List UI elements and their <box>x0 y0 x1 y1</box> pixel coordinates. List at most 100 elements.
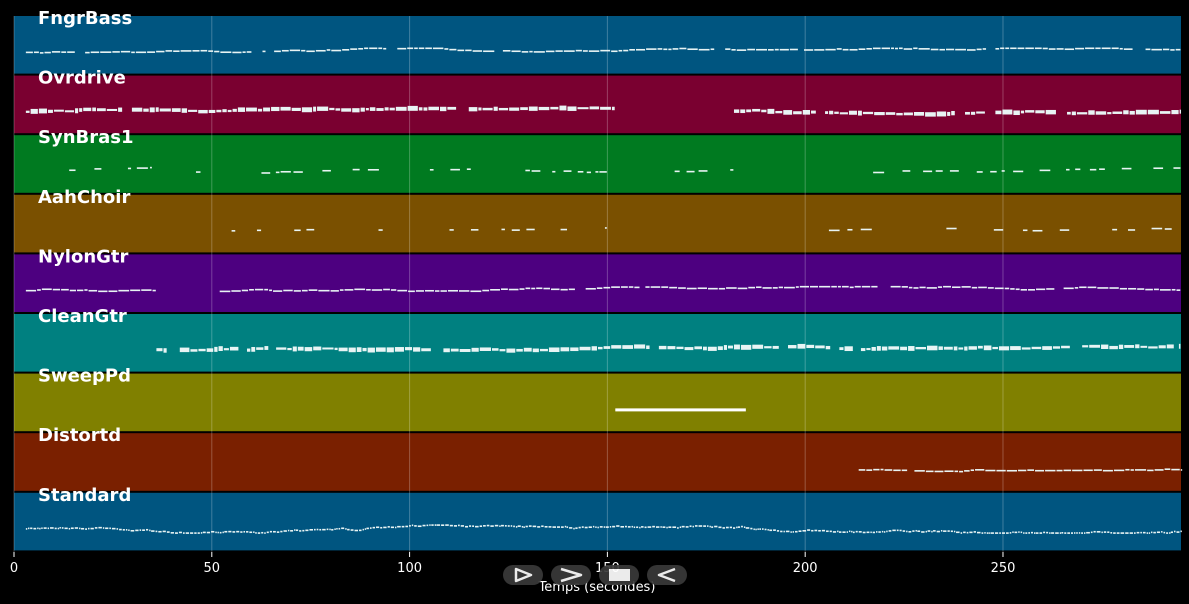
note <box>156 348 163 352</box>
note <box>581 526 584 528</box>
note <box>316 528 319 531</box>
note <box>733 527 736 529</box>
note <box>612 525 616 528</box>
note <box>414 525 417 527</box>
note <box>1028 289 1036 291</box>
note <box>1021 347 1031 350</box>
note <box>128 529 130 532</box>
note <box>839 112 848 115</box>
x-tick-label: 50 <box>204 561 221 576</box>
note <box>1031 346 1042 350</box>
note <box>1154 469 1164 471</box>
note <box>663 48 668 51</box>
note <box>378 229 383 231</box>
note <box>1045 469 1056 472</box>
note <box>950 530 953 533</box>
note <box>886 530 888 533</box>
track-label-sweeppd: SweepPd <box>38 366 131 387</box>
note <box>1156 531 1161 534</box>
note <box>531 170 541 172</box>
note <box>955 48 967 51</box>
track-labels: FngrBass Ovrdrive SynBras1 AahChoir NylonGtr… <box>38 8 134 506</box>
rewind-button[interactable] <box>647 565 687 585</box>
note <box>873 468 880 471</box>
note <box>479 525 483 528</box>
note <box>471 347 479 352</box>
note <box>61 288 69 291</box>
note <box>936 111 947 117</box>
note <box>145 528 149 531</box>
play-icon <box>514 567 533 583</box>
note <box>1089 168 1097 171</box>
play-button[interactable] <box>503 565 543 585</box>
note <box>723 345 727 350</box>
note <box>338 527 341 530</box>
note <box>976 171 983 173</box>
note <box>792 531 794 533</box>
note <box>426 524 429 527</box>
note <box>283 530 287 532</box>
note <box>825 48 836 51</box>
note <box>149 107 155 113</box>
fast-forward-button[interactable] <box>551 565 591 585</box>
note <box>493 106 498 111</box>
note <box>347 528 350 531</box>
note <box>521 525 524 528</box>
note <box>322 528 326 531</box>
note <box>992 346 998 350</box>
note <box>25 289 37 292</box>
note <box>188 109 198 112</box>
note <box>933 530 936 532</box>
note <box>894 47 898 50</box>
note <box>1004 287 1010 290</box>
note <box>568 288 575 291</box>
note <box>409 525 411 527</box>
stop-button[interactable] <box>599 565 639 585</box>
note <box>483 525 486 527</box>
note <box>1067 111 1071 115</box>
note <box>927 530 931 532</box>
note <box>848 110 857 115</box>
note <box>780 530 783 533</box>
note <box>319 528 322 531</box>
note <box>444 48 449 50</box>
note <box>511 50 521 53</box>
note <box>793 111 802 115</box>
note <box>25 51 33 54</box>
note <box>650 286 661 288</box>
note <box>375 347 386 352</box>
note <box>395 106 407 111</box>
note <box>1076 112 1088 115</box>
note <box>331 49 342 52</box>
note <box>390 289 397 291</box>
note <box>292 346 297 352</box>
note <box>1170 531 1173 534</box>
note <box>266 531 269 534</box>
note <box>662 526 666 528</box>
note <box>636 526 639 529</box>
note <box>483 50 495 53</box>
note <box>197 532 200 534</box>
note <box>1071 532 1074 534</box>
note <box>90 527 94 530</box>
track-label-standard: Standard <box>38 485 131 506</box>
note <box>555 50 563 52</box>
note <box>694 525 698 527</box>
x-tick-label: 200 <box>793 561 818 576</box>
note <box>440 290 447 292</box>
note <box>301 107 313 113</box>
note <box>43 527 47 529</box>
note <box>566 526 569 528</box>
note <box>1135 344 1140 349</box>
note <box>767 49 774 51</box>
note <box>697 287 707 290</box>
note <box>1039 169 1051 172</box>
note <box>896 529 899 532</box>
note <box>526 228 535 231</box>
note <box>799 285 810 288</box>
note <box>1125 532 1129 534</box>
note <box>960 532 963 534</box>
note <box>764 346 772 349</box>
track-label-aahchoir: AahChoir <box>38 187 130 208</box>
note <box>1101 531 1103 534</box>
